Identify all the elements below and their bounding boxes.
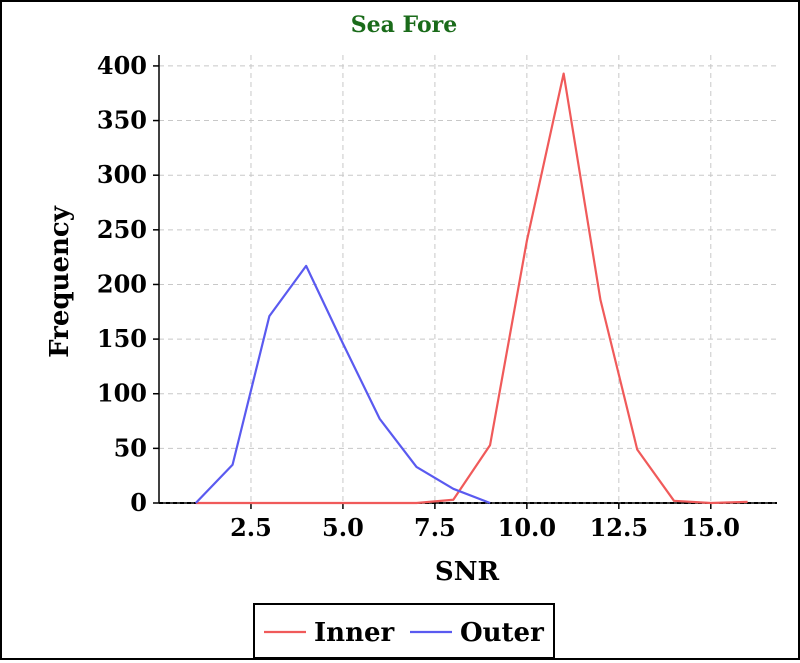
x-tick-label: 15.0 bbox=[682, 513, 740, 542]
series-lines bbox=[196, 73, 748, 503]
y-tick-label: 250 bbox=[97, 215, 147, 244]
y-tick-label: 100 bbox=[97, 379, 147, 408]
x-axis-label: SNR bbox=[435, 557, 500, 587]
grid-lines bbox=[159, 55, 777, 503]
x-tick-label: 7.5 bbox=[414, 513, 456, 542]
legend: Inner Outer bbox=[254, 604, 554, 658]
y-axis-label: Frequency bbox=[45, 205, 75, 358]
legend-label-inner: Inner bbox=[314, 618, 395, 648]
axes bbox=[153, 55, 777, 509]
y-tick-label: 150 bbox=[97, 324, 147, 353]
y-tick-label: 400 bbox=[97, 51, 147, 80]
x-tick-label: 12.5 bbox=[590, 513, 648, 542]
y-tick-label: 300 bbox=[97, 160, 147, 189]
x-tick-label: 2.5 bbox=[230, 513, 272, 542]
y-tick-label: 50 bbox=[114, 433, 147, 462]
x-tick-label: 10.0 bbox=[498, 513, 556, 542]
y-tick-label: 350 bbox=[97, 106, 147, 135]
y-tick-label: 200 bbox=[97, 269, 147, 298]
y-tick-label: 0 bbox=[130, 488, 147, 517]
x-tick-label: 5.0 bbox=[322, 513, 364, 542]
chart-title: Sea Fore bbox=[351, 12, 457, 38]
legend-label-outer: Outer bbox=[460, 618, 544, 648]
series-line-inner bbox=[196, 74, 748, 503]
